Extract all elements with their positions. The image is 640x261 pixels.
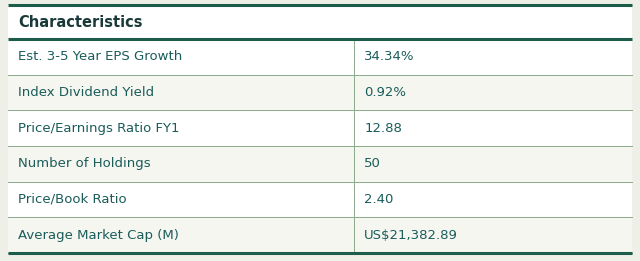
Text: Price/Book Ratio: Price/Book Ratio <box>18 193 127 206</box>
Bar <box>8 146 632 182</box>
Bar <box>8 39 632 75</box>
Text: Index Dividend Yield: Index Dividend Yield <box>18 86 154 99</box>
Text: 2.40: 2.40 <box>364 193 394 206</box>
Bar <box>8 182 632 217</box>
Text: Average Market Cap (M): Average Market Cap (M) <box>18 229 179 242</box>
Text: Price/Earnings Ratio FY1: Price/Earnings Ratio FY1 <box>18 122 179 135</box>
Text: Number of Holdings: Number of Holdings <box>18 157 150 170</box>
Text: 12.88: 12.88 <box>364 122 402 135</box>
Text: 50: 50 <box>364 157 381 170</box>
Text: Characteristics: Characteristics <box>18 15 143 30</box>
Bar <box>8 75 632 110</box>
Text: Est. 3-5 Year EPS Growth: Est. 3-5 Year EPS Growth <box>18 50 182 63</box>
Text: US$21,382.89: US$21,382.89 <box>364 229 458 242</box>
Bar <box>8 110 632 146</box>
Bar <box>8 5 632 39</box>
Text: 34.34%: 34.34% <box>364 50 415 63</box>
Bar <box>8 217 632 253</box>
Text: 0.92%: 0.92% <box>364 86 406 99</box>
